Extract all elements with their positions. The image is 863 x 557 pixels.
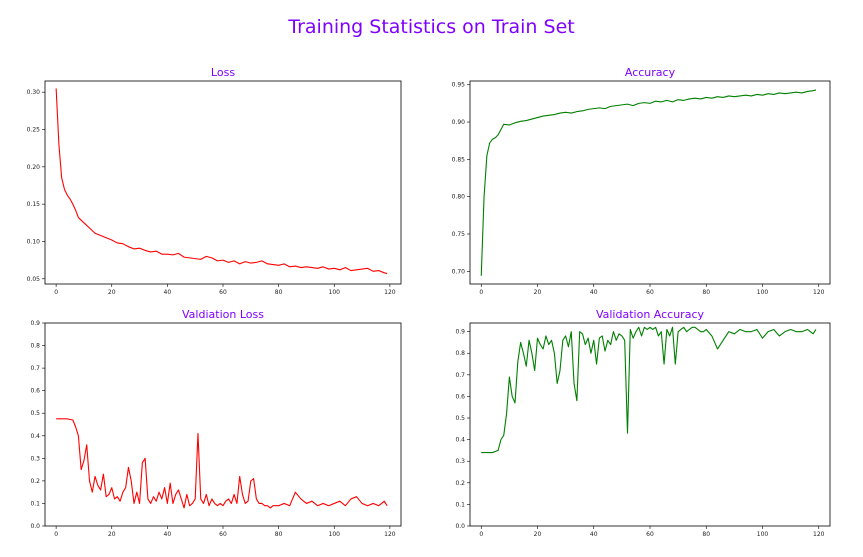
- y-tick-label: 0.20: [27, 164, 41, 171]
- y-tick-label: 0.95: [452, 82, 466, 89]
- accuracy-subplot: Accuracy 0 20 40 60 80 100 120 0.70 0.75 0.80 0.85 0…: [452, 66, 831, 296]
- x-tick-label: 80: [702, 289, 710, 296]
- loss-axes-frame: [44, 80, 402, 285]
- valdiation-loss-series-line: [56, 418, 388, 509]
- x-tick-label: 80: [275, 531, 283, 538]
- y-tick-label: 0.4: [455, 437, 465, 444]
- x-tick-label: 0: [479, 531, 483, 538]
- x-tick-label: 100: [757, 531, 769, 538]
- y-tick-label: 0.3: [30, 455, 40, 462]
- y-tick-label: 0.5: [30, 410, 40, 417]
- y-tick-label: 0.9: [455, 329, 465, 336]
- x-tick-label: 100: [329, 289, 341, 296]
- y-tick-label: 0.0: [455, 523, 465, 530]
- x-tick-label: 20: [108, 531, 116, 538]
- validation-accuracy-title: Validation Accuracy: [596, 308, 705, 321]
- y-tick-label: 0.4: [30, 433, 40, 440]
- x-tick-label: 100: [329, 531, 341, 538]
- y-tick-label: 0.80: [452, 194, 466, 201]
- y-tick-label: 0.25: [27, 127, 41, 134]
- y-tick-label: 0.75: [452, 231, 466, 238]
- x-tick-label: 60: [646, 289, 654, 296]
- x-tick-label: 40: [164, 531, 172, 538]
- y-tick-label: 0.2: [455, 480, 465, 487]
- x-tick-label: 120: [384, 289, 396, 296]
- x-tick-label: 20: [534, 289, 542, 296]
- y-tick-label: 0.85: [452, 156, 466, 163]
- y-tick-label: 0.5: [455, 415, 465, 422]
- x-tick-label: 120: [384, 531, 396, 538]
- x-tick-label: 100: [757, 289, 769, 296]
- accuracy-title: Accuracy: [625, 66, 676, 79]
- x-tick-label: 40: [164, 289, 172, 296]
- x-tick-label: 80: [275, 289, 283, 296]
- y-tick-label: 0.90: [452, 119, 466, 126]
- x-tick-label: 20: [534, 531, 542, 538]
- y-tick-label: 0.9: [30, 320, 40, 327]
- y-tick-label: 0.1: [455, 501, 465, 508]
- validation-accuracy-axes-frame: [469, 322, 831, 527]
- y-tick-label: 0.1: [30, 500, 40, 507]
- validation-accuracy-series-line: [481, 326, 817, 454]
- valdiation-loss-subplot: Valdiation Loss 0 20 40 60 80 100 120 0.0 0.1 0.2 0…: [30, 308, 402, 538]
- x-tick-label: 60: [219, 289, 227, 296]
- y-tick-label: 0.30: [27, 89, 41, 96]
- x-tick-label: 60: [646, 531, 654, 538]
- x-tick-label: 40: [590, 531, 598, 538]
- y-tick-label: 0.15: [27, 201, 41, 208]
- y-tick-label: 0.7: [30, 365, 40, 372]
- figure-title: Training Statistics on Train Set: [288, 16, 575, 38]
- x-tick-label: 60: [219, 531, 227, 538]
- y-tick-label: 0.8: [30, 343, 40, 350]
- valdiation-loss-title: Valdiation Loss: [182, 308, 264, 321]
- y-tick-label: 0.3: [455, 458, 465, 465]
- x-tick-label: 0: [54, 531, 58, 538]
- x-tick-label: 0: [479, 289, 483, 296]
- x-tick-label: 80: [702, 531, 710, 538]
- x-tick-label: 0: [54, 289, 58, 296]
- x-tick-label: 120: [813, 289, 825, 296]
- y-tick-label: 0.05: [27, 276, 41, 283]
- loss-series-line: [55, 88, 388, 275]
- y-tick-label: 0.7: [455, 372, 465, 379]
- y-tick-label: 0.6: [455, 393, 465, 400]
- x-tick-label: 120: [813, 531, 825, 538]
- y-tick-label: 0.10: [27, 238, 41, 245]
- y-tick-label: 0.0: [30, 523, 40, 530]
- validation-accuracy-subplot: Validation Accuracy 0 20 40 60 80 100 120 0.0 0.1…: [455, 308, 831, 538]
- accuracy-series-line: [480, 89, 817, 276]
- loss-subplot: Loss 0 20 40 60 80 100 120 0.05 0.10 0.15 0.20 0.25 0…: [27, 66, 402, 296]
- y-tick-label: 0.2: [30, 478, 40, 485]
- y-tick-label: 0.8: [455, 350, 465, 357]
- x-tick-label: 20: [108, 289, 116, 296]
- x-tick-label: 40: [590, 289, 598, 296]
- y-tick-label: 0.70: [452, 268, 466, 275]
- valdiation-loss-axes-frame: [44, 322, 402, 527]
- loss-title: Loss: [211, 66, 235, 79]
- accuracy-axes-frame: [469, 80, 831, 285]
- y-tick-label: 0.6: [30, 388, 40, 395]
